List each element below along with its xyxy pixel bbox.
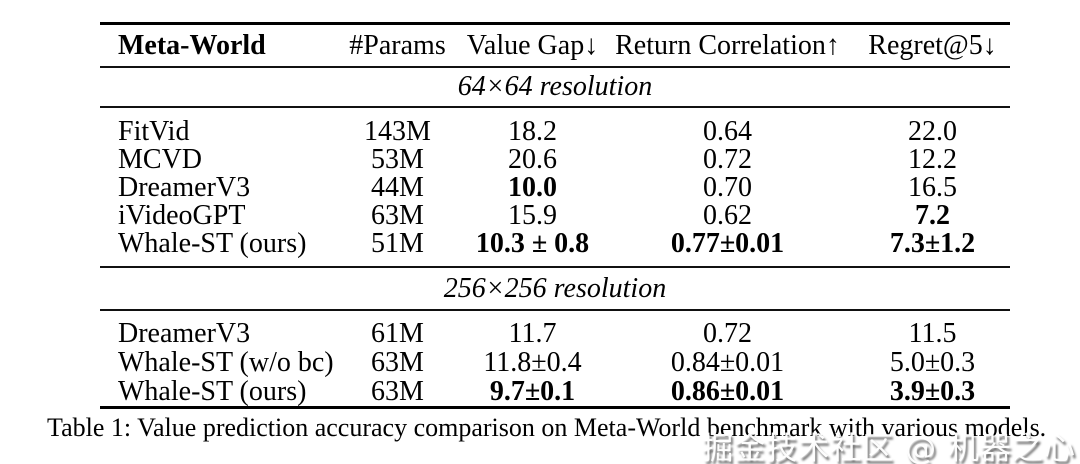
- cell-params: 51M: [371, 228, 424, 259]
- table-row: FitVid 143M 18.2 0.64 22.0: [100, 116, 1010, 147]
- cell-params: 61M: [371, 318, 424, 349]
- column-header-model: Meta-World: [118, 29, 266, 61]
- cell-params: 53M: [371, 144, 424, 175]
- cell-return-correlation: 0.77±0.01: [670, 228, 785, 259]
- table-row: Whale-ST (w/o bc) 63M 11.8±0.4 0.84±0.01…: [100, 347, 1010, 378]
- cell-value-gap: 15.9: [508, 200, 557, 231]
- cell-regret: 7.3±1.2: [889, 228, 976, 259]
- cell-value-gap: 10.0: [508, 172, 557, 203]
- cell-return-correlation: 0.70: [703, 172, 752, 203]
- column-header-value-gap: Value Gap↓: [466, 29, 599, 61]
- cell-regret: 16.5: [908, 172, 957, 203]
- cell-params: 63M: [371, 347, 424, 378]
- table-row: Whale-ST (ours) 51M 10.3 ± 0.8 0.77±0.01…: [100, 228, 1010, 259]
- cell-return-correlation: 0.72: [703, 318, 752, 349]
- cell-model: Whale-ST (ours): [118, 228, 307, 259]
- table-rule-bottom: [100, 406, 1010, 409]
- cell-model: DreamerV3: [118, 318, 251, 349]
- cell-regret: 11.5: [908, 318, 957, 349]
- column-header-return-correlation: Return Correlation↑: [615, 29, 840, 61]
- cell-value-gap: 20.6: [508, 144, 557, 175]
- cell-regret: 7.2: [915, 200, 950, 231]
- cell-return-correlation: 0.64: [703, 116, 752, 147]
- watermark: 掘金技术社区 @ 机器之心: [702, 431, 1076, 464]
- cell-params: 44M: [371, 172, 424, 203]
- table-rule-under-section-256: [100, 309, 1010, 311]
- section-body-256: DreamerV3 61M 11.7 0.72 11.5 Whale-ST (w…: [100, 311, 1010, 407]
- section-title-text: 64×64 resolution: [457, 71, 653, 102]
- table-header-row: Meta-World #Params Value Gap↓ Return Cor…: [100, 25, 1010, 66]
- cell-regret: 3.9±0.3: [889, 376, 976, 407]
- cell-params: 63M: [371, 200, 424, 231]
- cell-regret: 22.0: [908, 116, 957, 147]
- table-rule-under-header: [100, 66, 1010, 68]
- cell-value-gap: 9.7±0.1: [489, 376, 576, 407]
- cell-model: Whale-ST (ours): [118, 376, 307, 407]
- cell-value-gap: 18.2: [508, 116, 557, 147]
- cell-regret: 12.2: [908, 144, 957, 175]
- cell-return-correlation: 0.72: [703, 144, 752, 175]
- section-body-64: FitVid 143M 18.2 0.64 22.0 MCVD 53M 20.6…: [100, 108, 1010, 266]
- table-row: DreamerV3 61M 11.7 0.72 11.5: [100, 318, 1010, 349]
- cell-params: 143M: [364, 116, 431, 147]
- section-title-64: 64×64 resolution: [100, 68, 1010, 106]
- cell-return-correlation: 0.84±0.01: [670, 347, 785, 378]
- cell-model: DreamerV3: [118, 172, 251, 203]
- column-header-regret: Regret@5↓: [868, 29, 997, 61]
- cell-model: iVideoGPT: [118, 200, 246, 231]
- cell-value-gap: 11.8±0.4: [483, 347, 582, 378]
- table-rule-mid: [100, 266, 1010, 268]
- section-title-text: 256×256 resolution: [443, 272, 667, 304]
- section-title-256: 256×256 resolution: [100, 268, 1010, 309]
- table-row: iVideoGPT 63M 15.9 0.62 7.2: [100, 200, 1010, 231]
- table-row: MCVD 53M 20.6 0.72 12.2: [100, 144, 1010, 175]
- cell-regret: 5.0±0.3: [889, 347, 976, 378]
- cell-params: 63M: [371, 376, 424, 407]
- results-table: Meta-World #Params Value Gap↓ Return Cor…: [100, 22, 1010, 409]
- cell-model: Whale-ST (w/o bc): [118, 347, 334, 378]
- table-row: DreamerV3 44M 10.0 0.70 16.5: [100, 172, 1010, 203]
- cell-model: FitVid: [118, 116, 190, 147]
- cell-model: MCVD: [118, 144, 203, 175]
- table-caption: Table 1: Value prediction accuracy compa…: [47, 413, 1047, 442]
- column-header-params: #Params: [349, 29, 446, 61]
- cell-return-correlation: 0.62: [703, 200, 752, 231]
- table-rule-under-section-64: [100, 106, 1010, 108]
- table-row: Whale-ST (ours) 63M 9.7±0.1 0.86±0.01 3.…: [100, 376, 1010, 407]
- cell-value-gap: 11.7: [508, 318, 557, 349]
- cell-return-correlation: 0.86±0.01: [670, 376, 785, 407]
- table-rule-top: [100, 22, 1010, 25]
- cell-value-gap: 10.3 ± 0.8: [475, 228, 590, 259]
